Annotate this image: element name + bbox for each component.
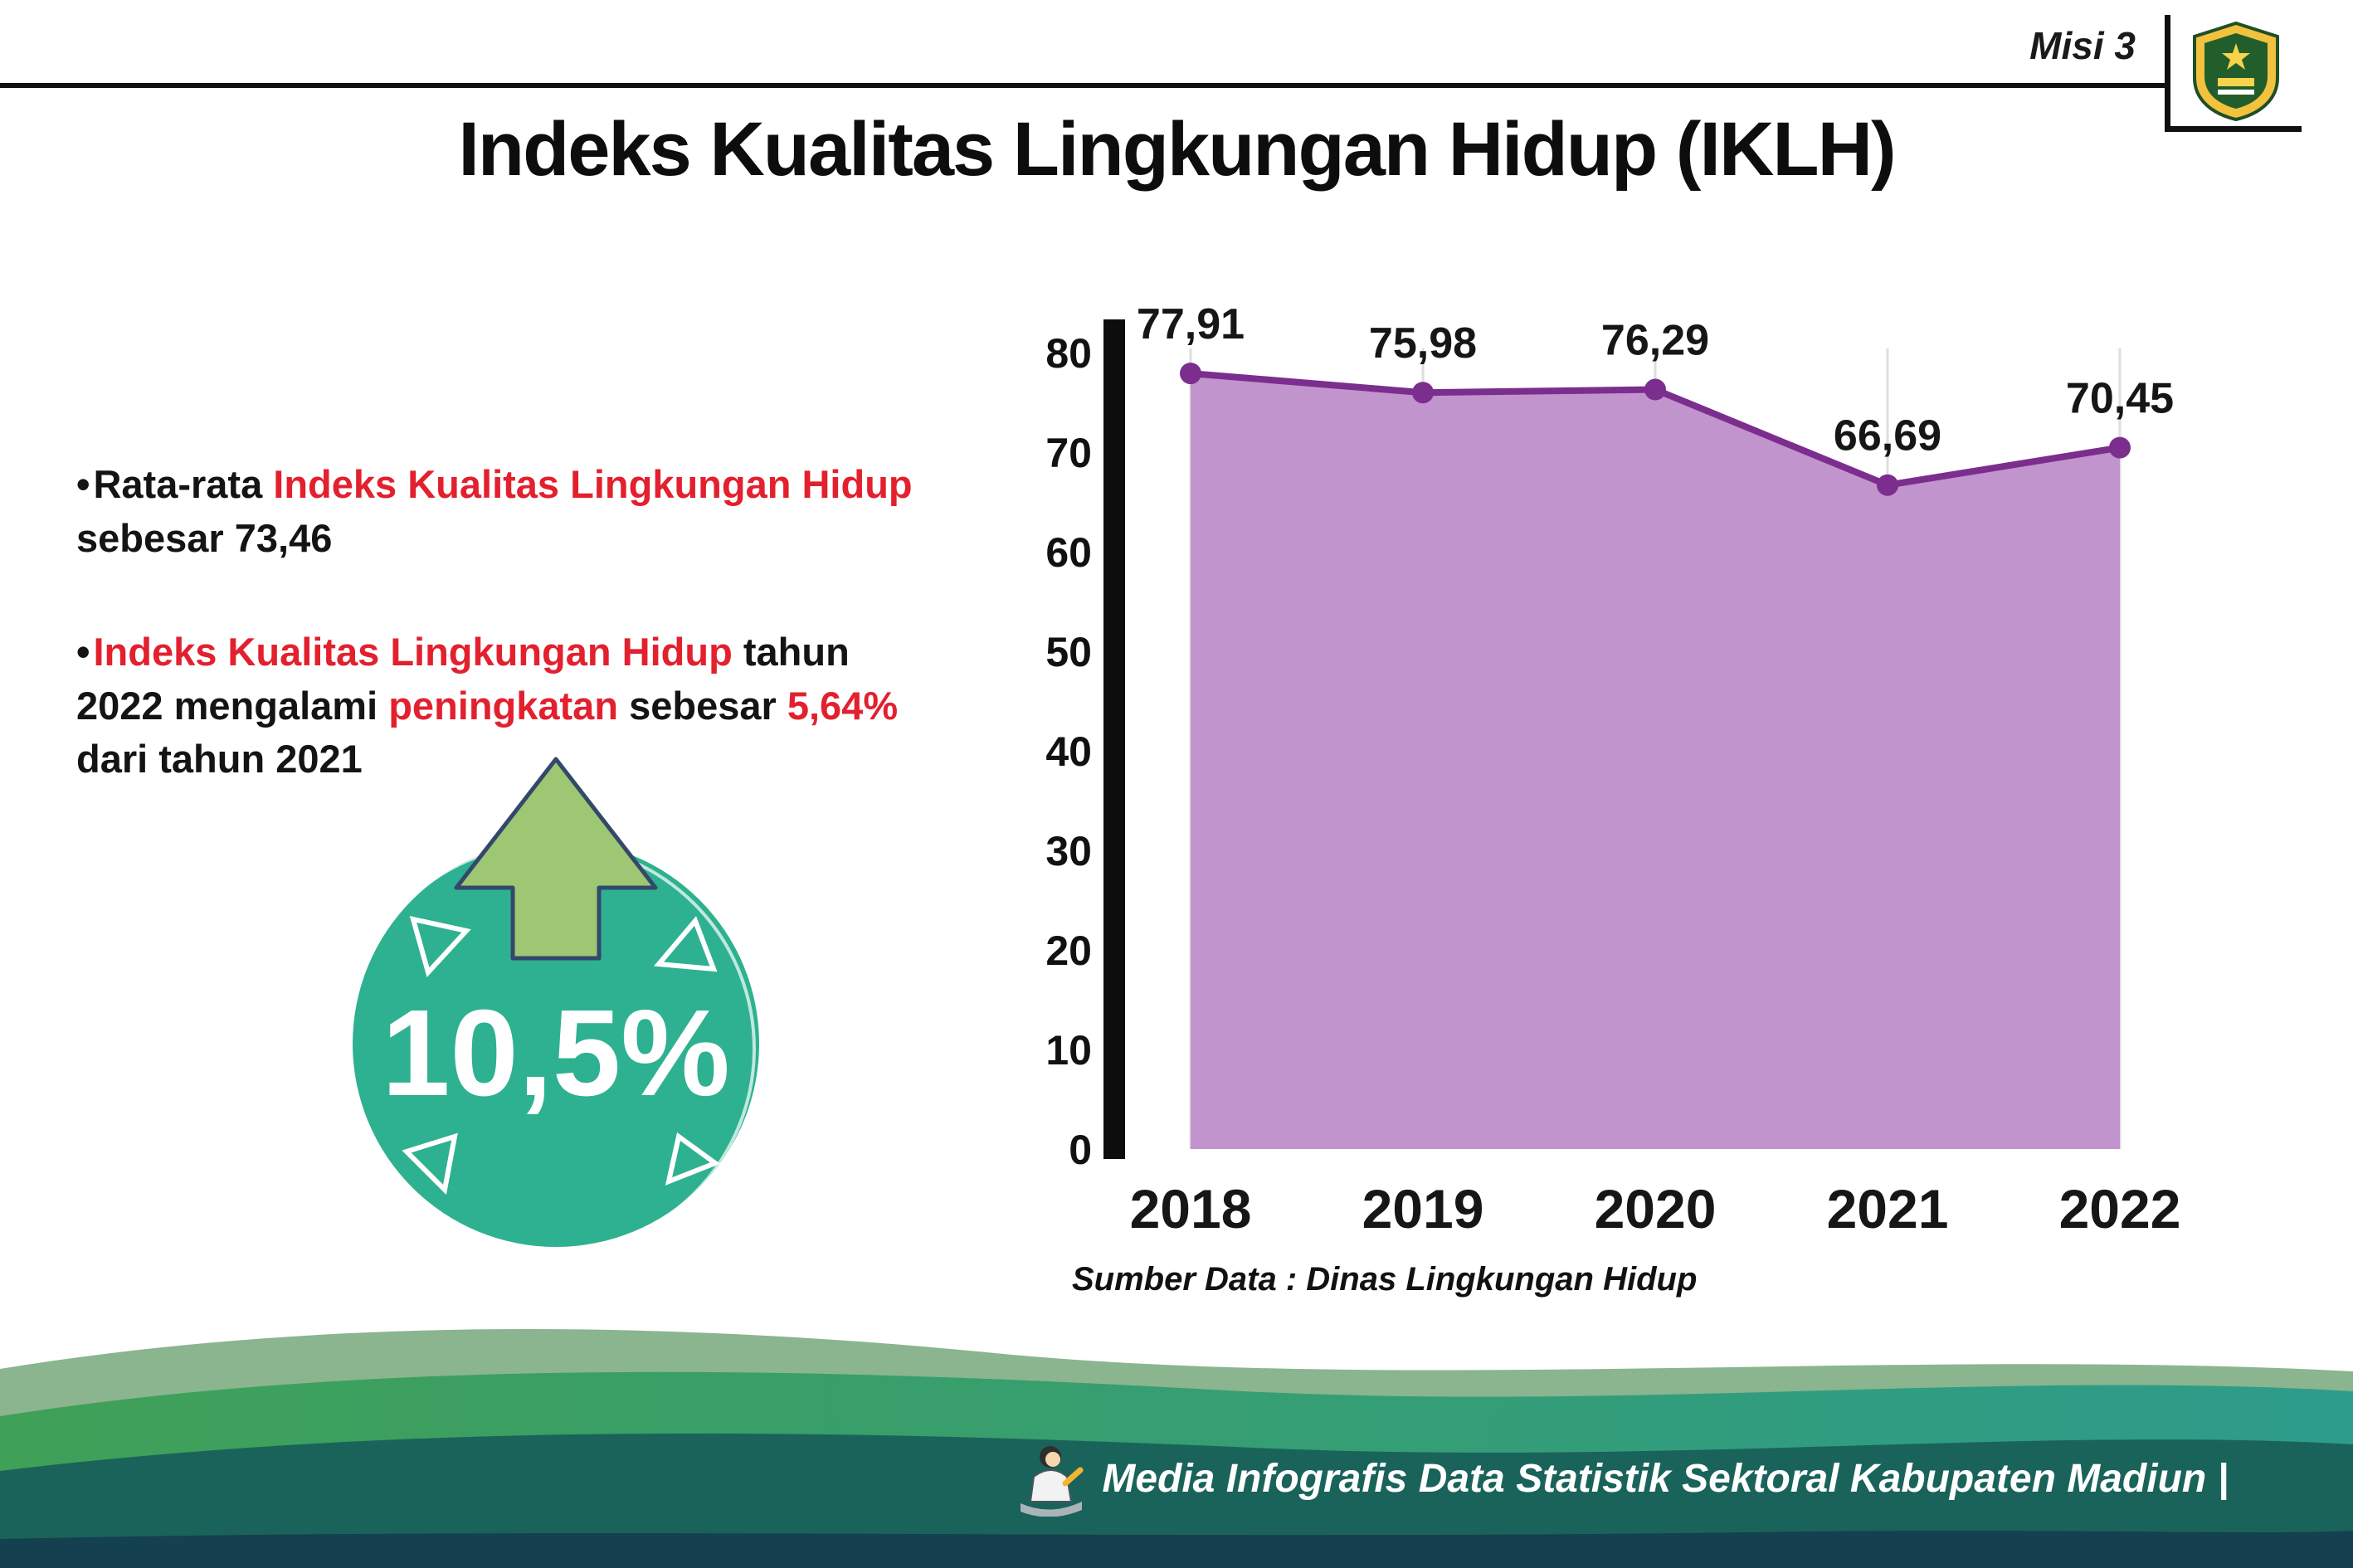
bullet-marker: • bbox=[76, 462, 90, 506]
bullet1-post: sebesar 73,46 bbox=[76, 515, 333, 560]
misi-label: Misi 3 bbox=[2029, 24, 2136, 67]
data-point bbox=[1644, 378, 1666, 401]
x-tick-label: 2021 bbox=[1827, 1178, 1949, 1239]
value-label: 77,91 bbox=[1137, 300, 1245, 348]
x-tick-label: 2019 bbox=[1362, 1178, 1484, 1239]
bullet2-text-2: sebesar bbox=[618, 683, 787, 728]
iklh-area-chart: 77,91 75,98 76,29 66,69 70,45 0 10 20 30 40 50 60 70… bbox=[1021, 274, 2232, 1269]
y-tick-label: 40 bbox=[1045, 728, 1092, 775]
iklh-area-chart-svg: 77,91 75,98 76,29 66,69 70,45 0 10 20 30 40 50 60 70… bbox=[1045, 300, 2181, 1239]
footer-waves bbox=[0, 1329, 2353, 1568]
bullet1-highlight: Indeks Kualitas Lingkungan Hidup bbox=[273, 462, 913, 506]
bullet2-text-1: tahun 2022 mengalami bbox=[76, 629, 850, 728]
bullet2-highlight-2: peningkatan bbox=[388, 683, 619, 728]
increase-badge: 10,5% bbox=[324, 747, 788, 1361]
y-tick-label: 80 bbox=[1045, 330, 1092, 377]
y-tick-label: 30 bbox=[1045, 828, 1092, 874]
header-divider bbox=[0, 83, 2165, 88]
value-label: 70,45 bbox=[2066, 375, 2174, 423]
footer-wave-bottom bbox=[0, 1531, 2353, 1568]
area-fill bbox=[1191, 373, 2120, 1149]
bullet2-text-3: dari tahun 2021 bbox=[76, 737, 363, 782]
bullet-increase-2022: •Indeks Kualitas Lingkungan Hidup tahun … bbox=[76, 626, 931, 787]
increase-badge-graphic: 10,5% bbox=[343, 757, 759, 1255]
triangle-decoration-icon bbox=[653, 916, 718, 972]
value-label: 66,69 bbox=[1834, 412, 1941, 460]
value-label: 75,98 bbox=[1369, 319, 1477, 368]
y-tick-label: 20 bbox=[1045, 928, 1092, 974]
badge-value: 10,5% bbox=[382, 985, 730, 1122]
data-point bbox=[1877, 474, 1898, 496]
x-tick-label: 2018 bbox=[1130, 1178, 1252, 1239]
x-tick-label: 2020 bbox=[1595, 1178, 1717, 1239]
footer-credit-text: Media Infografis Data Statistik Sektoral… bbox=[1102, 1456, 2229, 1501]
data-point bbox=[1412, 382, 1434, 404]
bullet2-highlight-1: Indeks Kualitas Lingkungan Hidup bbox=[93, 629, 733, 674]
data-source-note: Sumber Data : Dinas Lingkungan Hidup bbox=[1072, 1261, 1698, 1298]
y-axis bbox=[1103, 319, 1125, 1159]
up-arrow-icon bbox=[454, 757, 658, 961]
bullet1-pre: Rata-rata bbox=[93, 462, 274, 506]
page-title: Indeks Kualitas Lingkungan Hidup (IKLH) bbox=[458, 107, 1896, 192]
summary-bullets: •Rata-rata Indeks Kualitas Lingkungan Hi… bbox=[76, 458, 931, 846]
data-point bbox=[1180, 363, 1201, 385]
y-tick-label: 60 bbox=[1045, 529, 1092, 576]
footer-credit: Media Infografis Data Statistik Sektoral… bbox=[1017, 1440, 2229, 1517]
triangle-decoration-icon bbox=[665, 1132, 721, 1186]
data-point bbox=[2109, 436, 2131, 459]
x-tick-label: 2022 bbox=[2059, 1178, 2181, 1239]
kabupaten-madiun-logo bbox=[2193, 21, 2279, 121]
triangle-decoration-icon bbox=[402, 1132, 458, 1195]
bullet-average-iklh: •Rata-rata Indeks Kualitas Lingkungan Hi… bbox=[76, 458, 931, 566]
mascot-icon bbox=[1021, 1446, 1084, 1517]
bullet-marker: • bbox=[76, 629, 90, 674]
y-tick-label: 0 bbox=[1069, 1127, 1092, 1173]
value-label: 76,29 bbox=[1601, 317, 1709, 365]
y-tick-label: 70 bbox=[1045, 430, 1092, 476]
logo-frame bbox=[2165, 15, 2302, 132]
triangle-decoration-icon bbox=[409, 916, 471, 977]
bullet2-highlight-3: 5,64% bbox=[787, 683, 899, 728]
y-tick-label: 10 bbox=[1045, 1027, 1092, 1074]
y-tick-label: 50 bbox=[1045, 629, 1092, 675]
